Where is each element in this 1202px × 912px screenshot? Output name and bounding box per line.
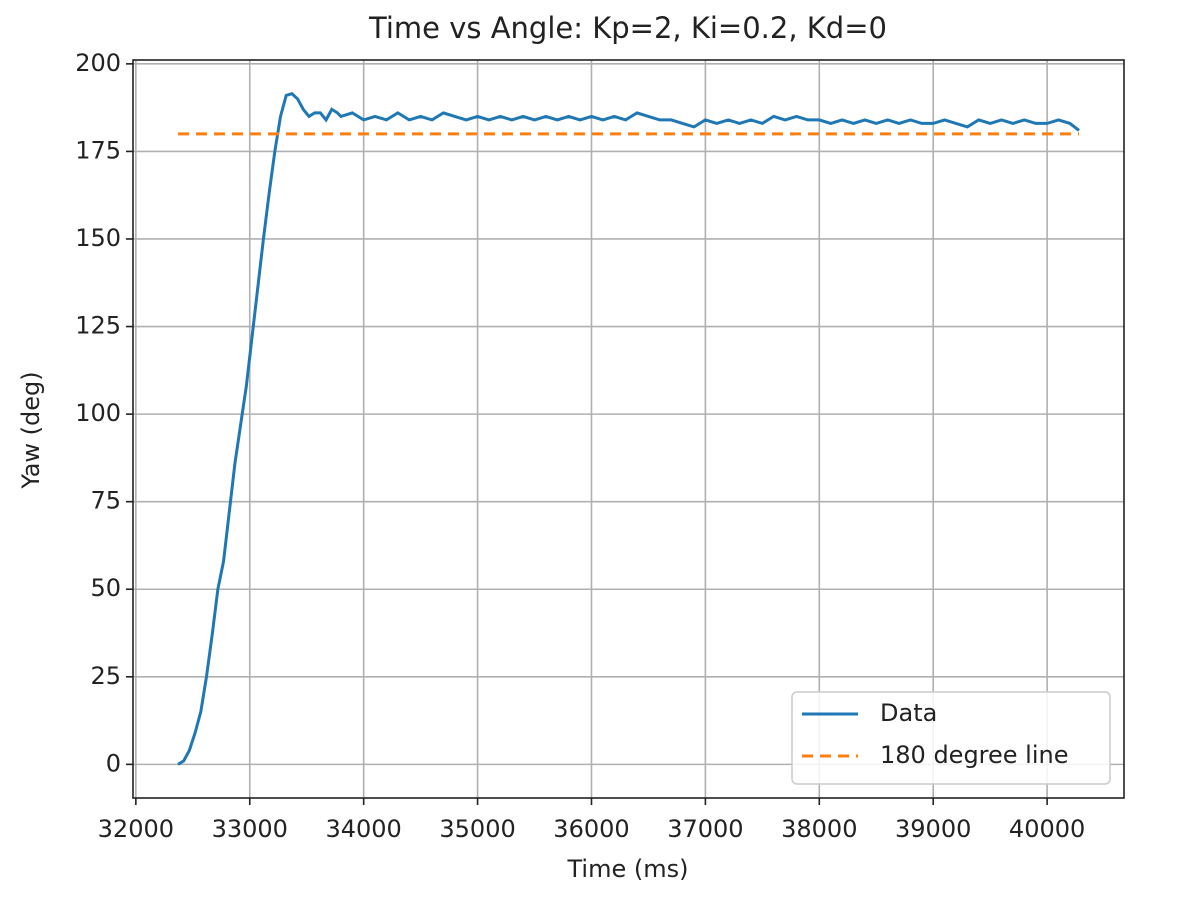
chart-title: Time vs Angle: Kp=2, Ki=0.2, Kd=0 xyxy=(368,11,887,45)
y-tick-label: 25 xyxy=(90,662,121,690)
x-tick-label: 39000 xyxy=(895,815,971,843)
y-tick-label: 150 xyxy=(75,224,121,252)
x-axis-label: Time (ms) xyxy=(567,855,689,883)
y-tick-label: 0 xyxy=(106,749,121,777)
x-tick-label: 34000 xyxy=(325,815,401,843)
y-tick-label: 50 xyxy=(90,574,121,602)
legend-box xyxy=(791,691,1111,785)
legend-label: 180 degree line xyxy=(880,741,1068,769)
y-tick-label: 175 xyxy=(75,136,121,164)
x-tick-label: 37000 xyxy=(667,815,743,843)
x-tick-label: 36000 xyxy=(553,815,629,843)
y-tick-label: 125 xyxy=(75,312,121,340)
x-tick-label: 38000 xyxy=(781,815,857,843)
plot-frame xyxy=(132,59,1125,799)
y-tick-label: 75 xyxy=(90,487,121,515)
y-tick-label: 100 xyxy=(75,399,121,427)
x-tick-label: 35000 xyxy=(439,815,515,843)
x-tick-label: 32000 xyxy=(98,815,174,843)
y-tick-label: 200 xyxy=(75,49,121,77)
legend-label: Data xyxy=(880,699,937,727)
x-tick-label: 33000 xyxy=(212,815,288,843)
data-line xyxy=(177,91,1080,766)
y-axis-label: Yaw (deg) xyxy=(17,371,45,489)
x-tick-label: 40000 xyxy=(1009,815,1085,843)
